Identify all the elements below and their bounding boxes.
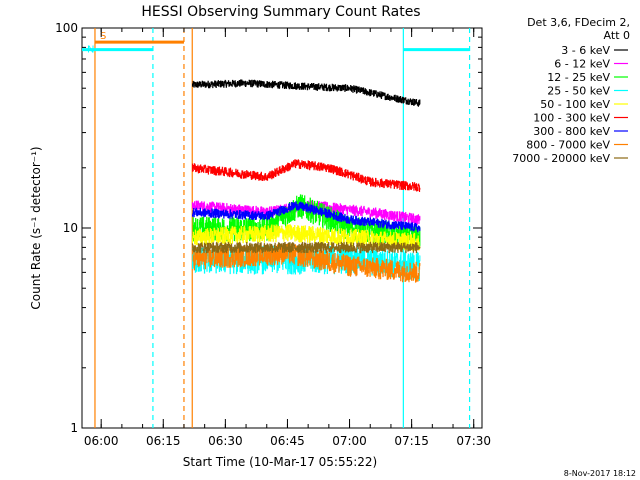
legend-header: Att 0: [604, 29, 630, 42]
footer-timestamp: 8-Nov-2017 18:12: [564, 469, 636, 478]
x-axis: 06:00 06:15 06:30 06:45 07:00 07:15 07:30: [84, 28, 491, 448]
legend-label: 25 - 50 keV: [547, 85, 610, 98]
x-tick-label: 07:00: [332, 434, 367, 448]
x-axis-label: Start Time (10-Mar-17 05:55:22): [183, 455, 377, 469]
state-bar-label: S: [100, 31, 106, 42]
legend-label: 800 - 7000 keV: [526, 139, 610, 152]
x-tick-label: 06:30: [208, 434, 243, 448]
series-line: [192, 241, 421, 254]
x-tick-label: 07:30: [456, 434, 491, 448]
series-line: [192, 159, 421, 192]
x-tick-label: 07:15: [394, 434, 429, 448]
legend-label: 7000 - 20000 keV: [512, 152, 610, 165]
y-axis: 1 10 100: [55, 21, 482, 435]
state-bar-label: N: [87, 45, 94, 56]
y-tick-label: 1: [70, 421, 78, 435]
legend-label: 100 - 300 keV: [533, 112, 610, 125]
plot-area: SN: [81, 27, 483, 429]
legend-label: 6 - 12 keV: [554, 58, 610, 71]
legend-label: 3 - 6 keV: [561, 44, 610, 57]
y-tick-label: 10: [63, 221, 78, 235]
x-tick-label: 06:45: [270, 434, 305, 448]
series-line: [192, 79, 421, 107]
y-axis-label: Count Rate (s⁻¹ detector⁻¹): [29, 146, 43, 309]
series-line: [192, 201, 421, 233]
y-tick-label: 100: [55, 21, 78, 35]
legend-label: 300 - 800 keV: [533, 125, 610, 138]
x-tick-label: 06:15: [146, 434, 181, 448]
x-tick-label: 06:00: [84, 434, 119, 448]
legend-header: Det 3,6, FDecim 2,: [527, 16, 630, 29]
chart-title: HESSI Observing Summary Count Rates: [141, 4, 420, 20]
legend-label: 50 - 100 keV: [540, 98, 610, 111]
legend-label: 12 - 25 keV: [547, 71, 610, 84]
